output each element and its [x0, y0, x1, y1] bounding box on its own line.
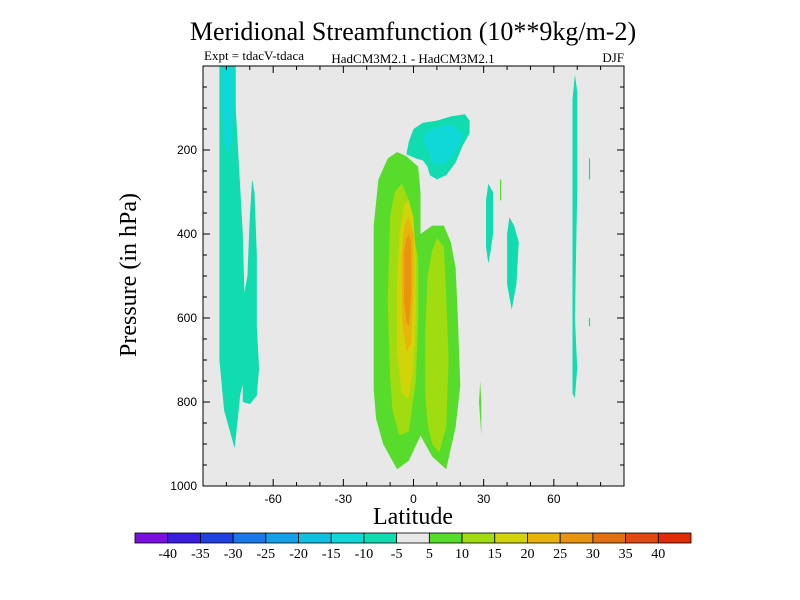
colorbar-label: -20 — [289, 547, 308, 562]
x-tick-label: 60 — [547, 492, 561, 506]
contour-neg-sh-tongue — [242, 179, 260, 405]
colorbar-label: -40 — [158, 547, 177, 562]
colorbar-swatch — [559, 532, 594, 544]
chart-title: Meridional Streamfunction (10**9kg/m-2) — [190, 17, 636, 46]
y-tick-label: 400 — [177, 227, 197, 241]
y-tick-label: 800 — [177, 395, 197, 409]
colorbar-swatch — [167, 532, 201, 544]
contour-neg-upper-core — [422, 124, 463, 165]
colorbar-label: -25 — [256, 547, 275, 562]
colorbar-label: -15 — [322, 547, 341, 562]
colorbar-swatch — [494, 532, 528, 544]
colorbar-label: -10 — [355, 547, 374, 562]
colorbar-swatch — [265, 532, 299, 544]
x-tick-label: 30 — [477, 492, 491, 506]
colorbar-label: 10 — [455, 547, 469, 562]
contour-neg-nh-speck-1 — [588, 158, 591, 180]
colorbar-swatch — [134, 532, 169, 544]
colorbar-label: 30 — [586, 547, 600, 562]
y-tick-label: 200 — [177, 143, 197, 157]
y-axis-label: Pressure (in hPa) — [116, 193, 142, 357]
chart-subtitle-right: DJF — [602, 50, 624, 65]
colorbar-swatch — [592, 532, 626, 544]
colorbar-label: -35 — [191, 547, 210, 562]
axis-ticks: -60 -30 0 30 60 200 400 600 800 1000 — [170, 66, 624, 506]
y-tick-label: 600 — [177, 311, 197, 325]
chart-subtitle-center: HadCM3M2.1 - HadCM3M2.1 — [331, 51, 494, 66]
colorbar-label: 35 — [619, 547, 633, 562]
colorbar-swatch — [527, 532, 561, 544]
colorbar-label: 25 — [553, 547, 567, 562]
colorbar-label: 15 — [488, 547, 502, 562]
contour-pos-inner-right — [425, 238, 449, 453]
contour-neg-sh-core — [221, 66, 234, 155]
colorbar-swatch — [200, 532, 234, 544]
contour-pos-level-5 — [404, 234, 412, 327]
colorbar: -40 -35 -30 -25 -20 -15 -10 -5 5 10 15 20 25 30 35 40 — [134, 532, 692, 562]
colorbar-label: 5 — [426, 547, 433, 562]
x-tick-label: 0 — [410, 492, 417, 506]
colorbar-label: -30 — [224, 547, 243, 562]
colorbar-label: -5 — [391, 547, 403, 562]
colorbar-swatch — [298, 532, 332, 544]
contour-neg-sh-column — [219, 66, 246, 449]
y-tick-label: 1000 — [170, 479, 197, 493]
x-tick-label: -60 — [264, 492, 282, 506]
colorbar-swatch — [232, 532, 267, 544]
contour-pos-speck-1 — [479, 381, 482, 436]
x-axis-label: Latitude — [373, 504, 453, 530]
colorbar-swatch — [396, 532, 430, 544]
colorbar-label: 40 — [651, 547, 665, 562]
contour-pos-speck-2 — [500, 179, 502, 201]
contour-neg-nh-speck-2 — [588, 318, 591, 327]
colorbar-swatch — [657, 532, 692, 544]
contour-regions — [219, 66, 591, 470]
colorbar-label: 20 — [520, 547, 534, 562]
colorbar-swatch — [428, 532, 463, 544]
colorbar-swatch — [330, 532, 365, 544]
x-tick-label: -30 — [335, 492, 353, 506]
colorbar-swatch — [625, 532, 659, 544]
colorbar-swatch — [461, 532, 496, 544]
chart-subtitle-left: Expt = tdacV-tdaca — [204, 48, 304, 63]
colorbar-swatch — [363, 532, 398, 544]
contour-neg-nh-strip-1 — [486, 183, 493, 264]
contour-neg-nh-strip-3 — [572, 74, 578, 398]
contour-neg-nh-strip-2 — [507, 217, 519, 310]
